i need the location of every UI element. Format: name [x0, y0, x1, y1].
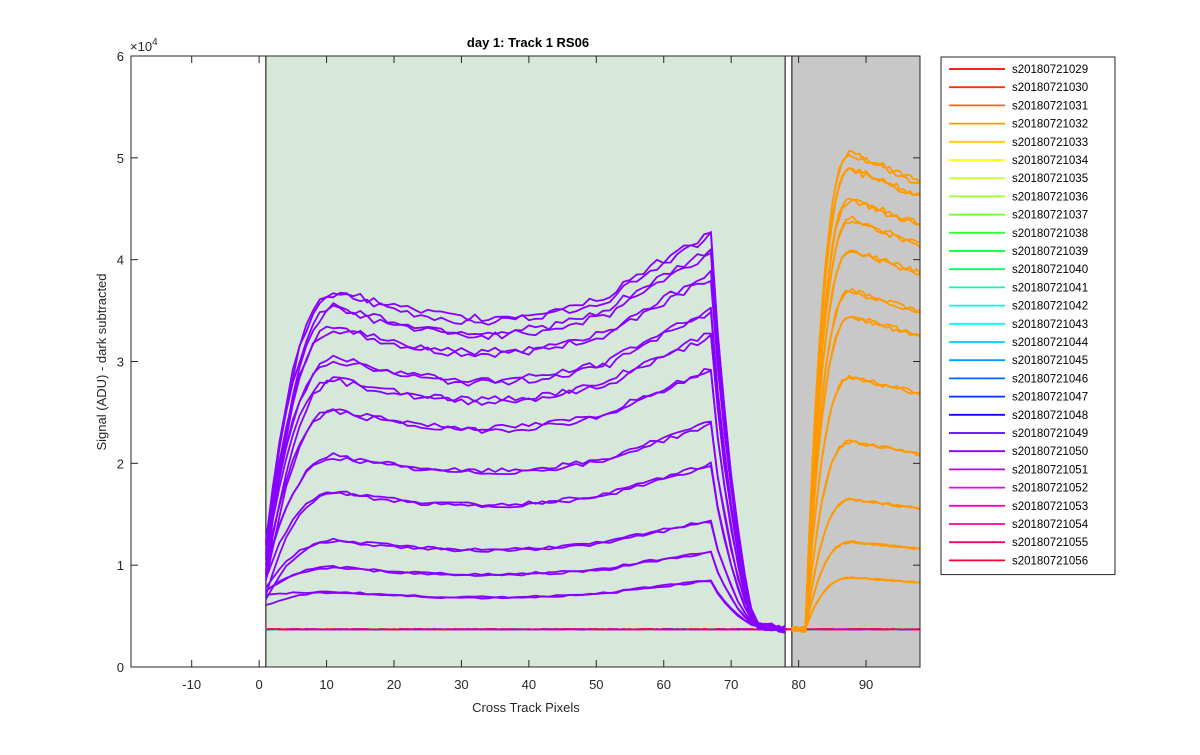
purple-profile-3b — [265, 519, 786, 630]
legend-label-s20180721038: s20180721038 — [1012, 228, 1088, 240]
x-axis-label: Cross Track Pixels — [472, 700, 580, 715]
y-tick-label: 1 — [117, 558, 124, 573]
legend-label-s20180721040: s20180721040 — [1012, 264, 1088, 276]
y-exponent-label: ×104 — [130, 37, 158, 54]
legend-label-s20180721042: s20180721042 — [1012, 301, 1088, 313]
y-axis-label: Signal (ADU) - dark subtracted — [94, 273, 109, 450]
legend-label-s20180721033: s20180721033 — [1012, 137, 1088, 149]
legend-label-s20180721049: s20180721049 — [1012, 428, 1088, 440]
y-tick-label: 5 — [117, 151, 124, 166]
purple-profile-9b — [265, 269, 786, 632]
legend-label-s20180721037: s20180721037 — [1012, 210, 1088, 222]
chart-title: day 1: Track 1 RS06 — [467, 35, 589, 50]
orange-profile-5b — [791, 376, 921, 632]
legend-label-s20180721044: s20180721044 — [1012, 337, 1089, 349]
legend-label-s20180721030: s20180721030 — [1012, 82, 1088, 94]
x-tick-label: 60 — [657, 677, 671, 692]
x-tick-label: 30 — [454, 677, 468, 692]
plot-area: -10 0 10 20 30 40 50 60 70 80 90 0 1 2 3 4 5 6 — [117, 49, 921, 692]
legend-label-s20180721047: s20180721047 — [1012, 392, 1088, 404]
y-tick-label: 2 — [117, 456, 124, 471]
legend-label-s20180721034: s20180721034 — [1012, 155, 1089, 167]
legend-label-s20180721039: s20180721039 — [1012, 246, 1088, 258]
purple-profile-4b — [265, 461, 786, 630]
x-tick-label: -10 — [182, 677, 201, 692]
purple-profile-11b — [265, 231, 786, 630]
legend-label-s20180721029: s20180721029 — [1012, 64, 1088, 76]
purple-profile-2b — [265, 550, 786, 630]
orange-profile-2b — [791, 540, 921, 631]
legend-box — [940, 56, 1116, 576]
legend-label-s20180721052: s20180721052 — [1012, 483, 1088, 495]
x-tick-label: 20 — [387, 677, 401, 692]
legend-label-s20180721054: s20180721054 — [1012, 519, 1089, 531]
purple-profile-1b — [265, 579, 786, 630]
legend-label-s20180721048: s20180721048 — [1012, 410, 1088, 422]
orange-profile-3b — [791, 498, 921, 632]
legend-label-s20180721055: s20180721055 — [1012, 537, 1088, 549]
x-tick-label: 70 — [724, 677, 738, 692]
legend-label-s20180721035: s20180721035 — [1012, 173, 1088, 185]
legend-label-s20180721041: s20180721041 — [1012, 282, 1088, 294]
x-tick-label: 40 — [522, 677, 536, 692]
purple-profile-10b — [265, 248, 786, 632]
legend-label-s20180721043: s20180721043 — [1012, 319, 1088, 331]
purple-profile-8b — [265, 306, 786, 633]
y-tick-label: 3 — [117, 355, 124, 370]
x-tick-label: 0 — [256, 677, 263, 692]
legend-label-s20180721051: s20180721051 — [1012, 464, 1088, 476]
orange-profile-12b — [791, 153, 921, 634]
legend-label-s20180721032: s20180721032 — [1012, 119, 1088, 131]
orange-profile-1b — [791, 577, 921, 631]
legend-label-s20180721046: s20180721046 — [1012, 373, 1088, 385]
baseline-series-s20180721056 — [265, 628, 921, 631]
y-tick-label: 0 — [117, 660, 124, 675]
y-tick-label: 6 — [117, 49, 124, 64]
legend-label-s20180721036: s20180721036 — [1012, 191, 1088, 203]
x-tick-label: 80 — [791, 677, 805, 692]
legend: s20180721029 s20180721030 s20180721031 s201… — [940, 56, 1116, 576]
purple-profile-9a — [265, 280, 786, 632]
y-tick-label: 4 — [117, 253, 124, 268]
purple-profile-6b — [265, 368, 786, 631]
x-tick-label: 10 — [319, 677, 333, 692]
legend-label-s20180721053: s20180721053 — [1012, 501, 1088, 513]
purple-profile-11a — [265, 230, 786, 634]
legend-label-s20180721045: s20180721045 — [1012, 355, 1088, 367]
x-tick-label: 50 — [589, 677, 603, 692]
legend-label-s20180721050: s20180721050 — [1012, 446, 1088, 458]
legend-label-s20180721031: s20180721031 — [1012, 100, 1088, 112]
orange-profile-4b — [791, 440, 921, 632]
legend-label-s20180721056: s20180721056 — [1012, 555, 1088, 567]
purple-profile-7b — [265, 332, 786, 631]
shaded-region-1 — [265, 56, 786, 667]
x-tick-label: 90 — [859, 677, 873, 692]
purple-profile-5b — [265, 420, 786, 631]
